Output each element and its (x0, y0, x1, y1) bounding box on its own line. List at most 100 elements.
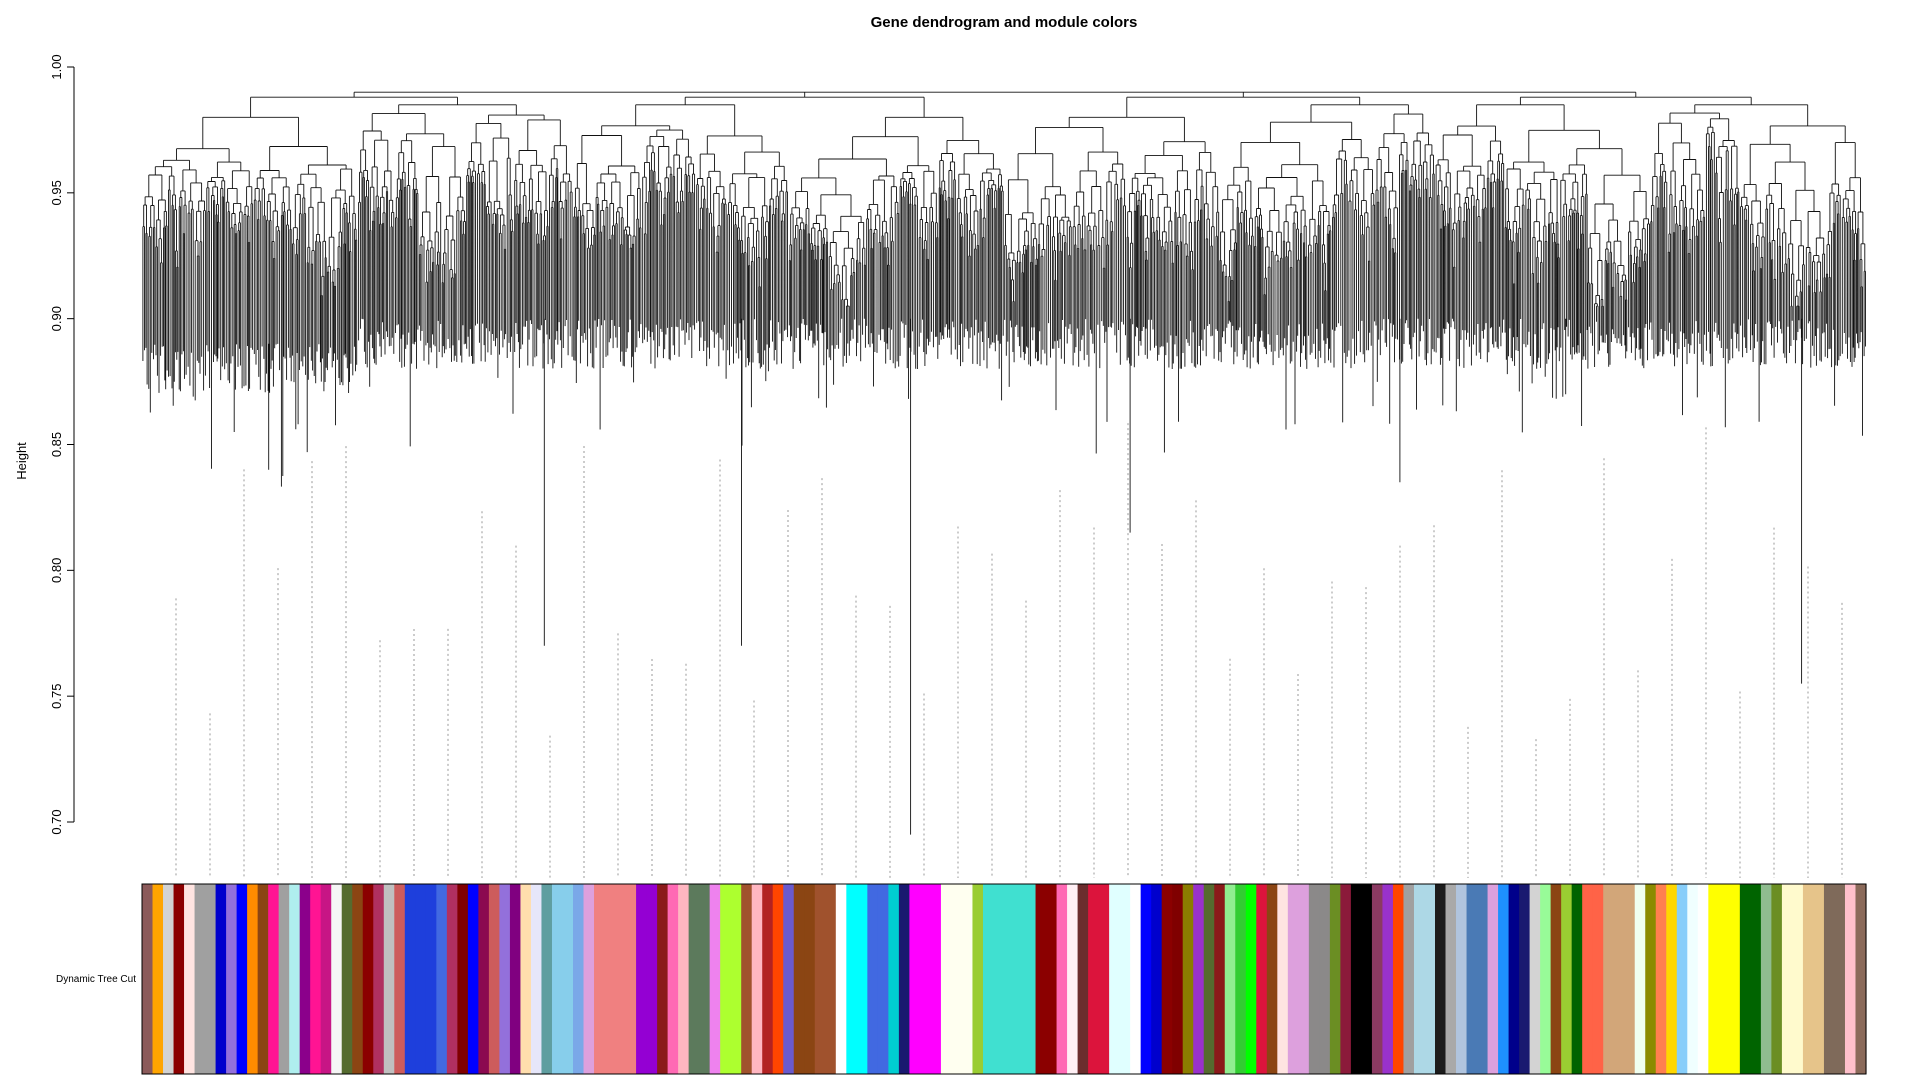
module-color-cell (1319, 884, 1331, 1074)
module-color-cell (1645, 884, 1657, 1074)
y-tick-label: 0.95 (49, 180, 64, 205)
module-color-cell (594, 884, 606, 1074)
module-color-cell (1687, 884, 1699, 1074)
module-color-cell (1834, 884, 1846, 1074)
module-color-cell (1224, 884, 1236, 1074)
module-color-cell (488, 884, 501, 1074)
module-color-cell (1529, 884, 1541, 1074)
module-color-cell (1498, 884, 1510, 1074)
module-color-cell (1392, 884, 1405, 1074)
module-color-cell (1445, 884, 1457, 1074)
module-color-cell (415, 884, 427, 1074)
module-color-cell (1802, 884, 1815, 1074)
module-color-cell (205, 884, 217, 1074)
module-color-cell (1130, 884, 1142, 1074)
module-color-cell (247, 884, 259, 1074)
module-color-cell (604, 884, 616, 1074)
module-color-cell (289, 884, 301, 1074)
module-color-cell (1603, 884, 1615, 1074)
module-color-cell (1004, 884, 1016, 1074)
dendrogram-tree (142, 91, 1866, 835)
module-color-cell (646, 884, 658, 1074)
module-color-cell (1109, 884, 1121, 1074)
module-color-cell (478, 884, 490, 1074)
module-color-cell (520, 884, 532, 1074)
module-color-cell (1340, 884, 1352, 1074)
module-color-cell (1750, 884, 1762, 1074)
module-color-cell (909, 884, 921, 1074)
module-color-cell (1739, 884, 1751, 1074)
module-color-cell (1582, 884, 1594, 1074)
module-color-cell (793, 884, 805, 1074)
module-color-cell (1088, 884, 1100, 1074)
module-color-cell (877, 884, 889, 1074)
module-color-cell (1329, 884, 1341, 1074)
module-color-cell (1056, 884, 1068, 1074)
module-color-cell (425, 884, 437, 1074)
y-tick-label: 0.70 (49, 809, 64, 834)
module-color-cell (930, 884, 942, 1074)
module-color-cell (1025, 884, 1037, 1074)
module-color-cell (1561, 884, 1573, 1074)
y-tick-label: 1.00 (49, 54, 64, 79)
module-color-cell (804, 884, 816, 1074)
color-row-label: Dynamic Tree Cut (56, 974, 136, 985)
module-color-cell (1245, 884, 1257, 1074)
module-color-cell (919, 884, 932, 1074)
module-color-cell (814, 884, 826, 1074)
module-color-cell (1382, 884, 1394, 1074)
module-color-cell (657, 884, 669, 1074)
module-color-cell (825, 884, 837, 1074)
module-color-cell (1256, 884, 1268, 1074)
y-tick-label: 0.75 (49, 684, 64, 709)
module-color-cell (846, 884, 858, 1074)
module-color-cell (993, 884, 1005, 1074)
module-color-cell (1624, 884, 1636, 1074)
module-color-cell (1634, 884, 1646, 1074)
module-color-cell (194, 884, 206, 1074)
module-color-cell (1487, 884, 1499, 1074)
module-color-cell (583, 884, 595, 1074)
module-color-cell (762, 884, 774, 1074)
y-tick-label: 0.80 (49, 558, 64, 583)
module-color-cell (1203, 884, 1215, 1074)
module-color-cell (856, 884, 868, 1074)
module-color-cell (1519, 884, 1531, 1074)
module-color-cell (1729, 884, 1741, 1074)
module-color-cell (678, 884, 690, 1074)
dendrogram-branches (142, 91, 1866, 835)
module-color-cell (467, 884, 479, 1074)
module-color-cell (667, 884, 679, 1074)
module-color-cell (226, 884, 238, 1074)
module-color-cell (394, 884, 406, 1074)
module-color-cell (982, 884, 995, 1074)
module-color-cell (331, 884, 343, 1074)
module-color-cell (562, 884, 574, 1074)
module-color-cell (1014, 884, 1026, 1074)
module-color-cell (1655, 884, 1667, 1074)
module-color-cell (551, 884, 564, 1074)
dendrogram-guide-lines (175, 423, 1843, 878)
module-color-cell (446, 884, 458, 1074)
module-color-cell (1287, 884, 1299, 1074)
module-color-cell (1266, 884, 1278, 1074)
module-color-cell (1298, 884, 1310, 1074)
module-color-cell (341, 884, 353, 1074)
module-color-cell (152, 884, 164, 1074)
chart-title: Gene dendrogram and module colors (871, 14, 1138, 31)
module-color-cell (1277, 884, 1289, 1074)
module-color-cell (1571, 884, 1583, 1074)
module-color-cell (1550, 884, 1562, 1074)
y-axis: 1.00 0.95 0.90 0.85 0.80 0.75 0.70 (49, 54, 75, 835)
module-color-cell (1308, 884, 1320, 1074)
module-color-cell (951, 884, 963, 1074)
module-color-cell (1098, 884, 1110, 1074)
module-color-cell (530, 884, 543, 1074)
module-color-cell (1193, 884, 1205, 1074)
module-color-cell (783, 884, 795, 1074)
module-color-cell (972, 884, 984, 1074)
module-color-cell (173, 884, 185, 1074)
module-color-cell (1792, 884, 1804, 1074)
module-color-cell (940, 884, 953, 1074)
module-color-cell (299, 884, 311, 1074)
